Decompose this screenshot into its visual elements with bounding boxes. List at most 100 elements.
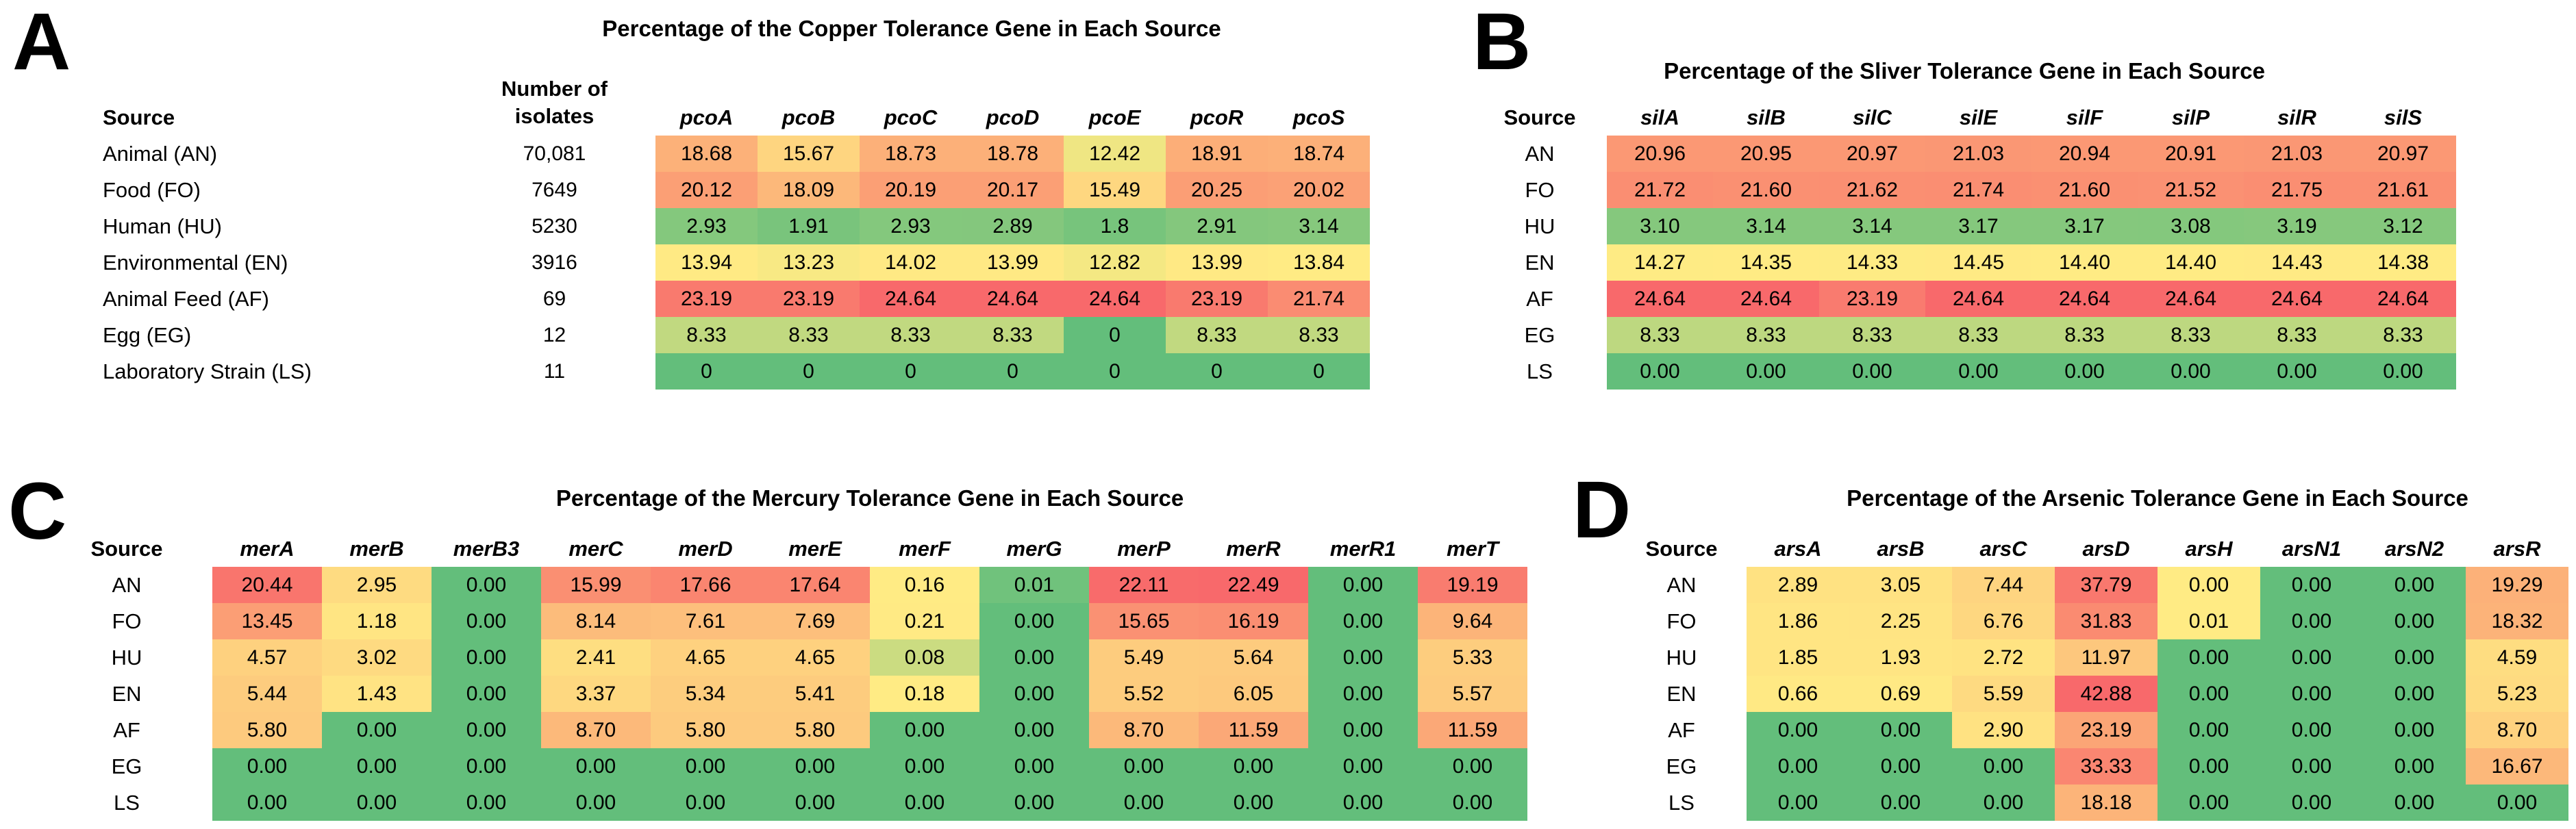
- heatmap-cell: 37.79: [2055, 567, 2158, 603]
- heatmap-row: AF 24.64 24.64 23.19 24.64 24.64 24.64 24.64 24.…: [1473, 281, 2456, 317]
- heatmap-cell: 5.49: [1089, 639, 1199, 676]
- heatmap-cell: 1.91: [758, 208, 860, 244]
- heatmap-cell: 23.19: [655, 281, 758, 317]
- heatmap-cell: 16.67: [2466, 748, 2568, 785]
- heatmap-row: Environmental (EN) 3916 13.94 13.23 14.02 13.…: [42, 244, 1370, 281]
- heatmap-cell: 12.42: [1064, 136, 1166, 172]
- heatmap-cell: 0: [1064, 317, 1166, 353]
- gene-column-header-pcoD: pcoD: [986, 105, 1040, 129]
- heatmap-cell: 24.64: [2350, 281, 2456, 317]
- gene-column-header-arsH: arsH: [2185, 537, 2233, 561]
- gene-column-header-arsC: arsC: [1979, 537, 2027, 561]
- heatmap-cell: 0.00: [1308, 676, 1418, 712]
- gene-column-header-pcoB: pcoB: [781, 105, 836, 129]
- heatmap-cell: 0.00: [1819, 353, 1925, 390]
- heatmap-cell: 0.00: [2350, 353, 2456, 390]
- heatmap-cell: 20.02: [1268, 172, 1370, 208]
- heatmap-cell: 0: [860, 353, 962, 390]
- heatmap-cell: 20.97: [1819, 136, 1925, 172]
- heatmap-row: LS 0.00 0.00 0.00 0.00 0.00 0.00 0.00 0.00 0.00 0.…: [41, 785, 1527, 821]
- heatmap-cell: 11.59: [1199, 712, 1308, 748]
- gene-column-header-silP: silP: [2171, 105, 2210, 129]
- row-label: EG: [111, 754, 142, 778]
- heatmap-row: Human (HU) 5230 2.93 1.91 2.93 2.89 1.8 2.91 3.1…: [42, 208, 1370, 244]
- heatmap-cell: 20.25: [1166, 172, 1268, 208]
- source-column-header: Source: [1503, 105, 1576, 129]
- heatmap-cell: 2.89: [962, 208, 1064, 244]
- gene-column-header-arsN1: arsN1: [2281, 537, 2342, 561]
- heatmap-cell: 4.65: [651, 639, 760, 676]
- heatmap-row: EN 5.44 1.43 0.00 3.37 5.34 5.41 0.18 0.00 5.52 6.…: [41, 676, 1527, 712]
- heatmap-cell: 0.00: [1308, 567, 1418, 603]
- heatmap-cell: 0.00: [1607, 353, 1713, 390]
- heatmap-cell: 23.19: [1166, 281, 1268, 317]
- row-label: LS: [1668, 790, 1695, 815]
- heatmap-cell: 7.69: [760, 603, 870, 639]
- gene-column-header-silA: silA: [1640, 105, 1679, 129]
- heatmap-cell: 0.00: [1089, 748, 1199, 785]
- heatmap-cell: 8.33: [2138, 317, 2244, 353]
- heatmap-cell: 0.00: [2260, 676, 2363, 712]
- heatmap-cell: 0.66: [1747, 676, 1849, 712]
- heatmap-cell: 0.00: [432, 639, 541, 676]
- heatmap-row: AN 20.44 2.95 0.00 15.99 17.66 17.64 0.16 0.01 22…: [41, 567, 1527, 603]
- heatmap-cell: 6.05: [1199, 676, 1308, 712]
- heatmap-cell: 2.72: [1952, 639, 2055, 676]
- isolates-count: 3916: [532, 251, 577, 274]
- heatmap-cell: 8.33: [860, 317, 962, 353]
- heatmap-cell: 2.93: [655, 208, 758, 244]
- heatmap-row: Animal Feed (AF) 69 23.19 23.19 24.64 24.64 24…: [42, 281, 1370, 317]
- heatmap-cell: 20.91: [2138, 136, 2244, 172]
- heatmap-cell: 0.00: [2260, 748, 2363, 785]
- heatmap-cell: 17.64: [760, 567, 870, 603]
- heatmap-cell: 0.00: [432, 712, 541, 748]
- heatmap-cell: 3.14: [1713, 208, 1819, 244]
- gene-column-header-merB: merB: [349, 537, 404, 561]
- heatmap-cell: 5.44: [212, 676, 322, 712]
- heatmap-cell: 8.70: [541, 712, 651, 748]
- heatmap-cell: 18.91: [1166, 136, 1268, 172]
- heatmap-cell: 8.70: [1089, 712, 1199, 748]
- heatmap-cell: 13.94: [655, 244, 758, 281]
- row-label: Egg (EG): [103, 322, 192, 347]
- row-label: EN: [1525, 250, 1555, 275]
- row-label: AN: [112, 572, 142, 597]
- row-label: AN: [1666, 572, 1697, 597]
- heatmap-cell: 0.00: [651, 748, 760, 785]
- heatmap-cell: 24.64: [2031, 281, 2138, 317]
- heatmap-cell: 15.99: [541, 567, 651, 603]
- heatmap-cell: 0.00: [541, 748, 651, 785]
- gene-column-header-pcoR: pcoR: [1190, 105, 1244, 129]
- heatmap-cell: 20.17: [962, 172, 1064, 208]
- heatmap-row: Egg (EG) 12 8.33 8.33 8.33 8.33 0 8.33 8.33: [42, 317, 1370, 353]
- isolates-count: 70,081: [523, 142, 586, 165]
- heatmap-cell: 20.96: [1607, 136, 1713, 172]
- heatmap-cell: 0.00: [432, 748, 541, 785]
- gene-column-header-silR: silR: [2277, 105, 2316, 129]
- heatmap-cell: 0.00: [2466, 785, 2568, 821]
- gene-column-header-silE: silE: [1959, 105, 1998, 129]
- heatmap-cell: 1.93: [1849, 639, 1952, 676]
- heatmap-cell: 0: [1268, 353, 1370, 390]
- heatmap-cell: 8.33: [758, 317, 860, 353]
- heatmap-cell: 2.25: [1849, 603, 1952, 639]
- heatmap-row: HU 3.10 3.14 3.14 3.17 3.17 3.08 3.19 3.12: [1473, 208, 2456, 244]
- heatmap-cell: 7.61: [651, 603, 760, 639]
- heatmap-cell: 0.00: [2260, 785, 2363, 821]
- heatmap-cell: 15.65: [1089, 603, 1199, 639]
- heatmap-row: EG 0.00 0.00 0.00 0.00 0.00 0.00 0.00 0.00 0.00 0.…: [41, 748, 1527, 785]
- heatmap-cell: 0.00: [1747, 748, 1849, 785]
- heatmap-cell: 21.03: [1925, 136, 2031, 172]
- silver-heatmap-table: Source silA silB silC silE silF silP silR silS AN…: [1473, 86, 2456, 390]
- row-label: LS: [1527, 359, 1553, 383]
- heatmap-cell: 0.00: [432, 785, 541, 821]
- heatmap-cell: 0.00: [2363, 676, 2466, 712]
- heatmap-cell: 8.70: [2466, 712, 2568, 748]
- heatmap-cell: 0.00: [2031, 353, 2138, 390]
- heatmap-cell: 0.00: [1747, 712, 1849, 748]
- heatmap-cell: 14.40: [2031, 244, 2138, 281]
- heatmap-cell: 24.64: [1607, 281, 1713, 317]
- heatmap-cell: 2.90: [1952, 712, 2055, 748]
- heatmap-cell: 24.64: [1925, 281, 2031, 317]
- heatmap-cell: 1.18: [322, 603, 432, 639]
